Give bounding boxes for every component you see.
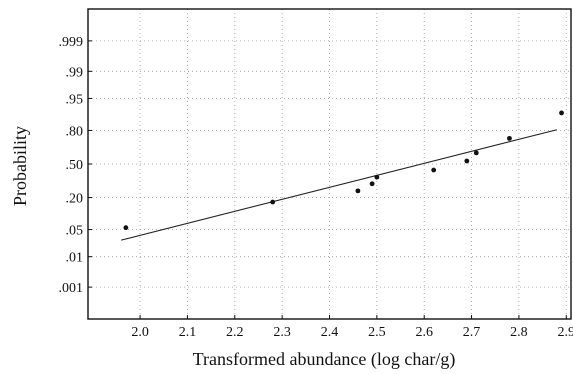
data-point xyxy=(369,181,375,187)
x-tick-label: 2.9 xyxy=(558,325,573,340)
y-tick-label: .05 xyxy=(66,224,84,239)
x-tick-label: 2.7 xyxy=(463,325,481,340)
y-axis-ticks: .001 .01 .05 .20 .50 .80 .95 .99 .999 xyxy=(59,35,92,296)
data-point xyxy=(473,150,479,156)
data-point xyxy=(374,174,380,180)
x-tick-label: 2.5 xyxy=(368,325,386,340)
x-axis-title: Transformed abundance (log char/g) xyxy=(193,349,456,370)
x-tick-label: 2.1 xyxy=(179,325,197,340)
y-tick-label: .80 xyxy=(66,124,84,139)
regression-line-group xyxy=(121,129,557,241)
data-point xyxy=(507,135,512,141)
y-axis-title: Probability xyxy=(10,126,30,206)
regression-line xyxy=(121,129,557,241)
data-point xyxy=(431,167,437,173)
x-tick-label: 2.3 xyxy=(273,325,291,340)
x-tick-label: 2.0 xyxy=(131,325,149,340)
x-axis-ticks: 2.0 2.1 2.2 2.3 2.4 2.5 2.6 2.7 2.8 2.9 xyxy=(131,315,573,340)
x-tick-label: 2.8 xyxy=(510,325,528,340)
y-tick-label: .20 xyxy=(66,192,84,207)
y-tick-label: .50 xyxy=(66,158,84,173)
y-tick-label: .001 xyxy=(59,281,84,296)
x-tick-label: 2.2 xyxy=(226,325,244,340)
grid xyxy=(88,9,571,319)
data-point xyxy=(270,199,276,205)
data-point xyxy=(464,158,470,164)
data-points xyxy=(123,110,564,231)
x-tick-label: 2.6 xyxy=(415,325,433,340)
data-point xyxy=(355,188,361,194)
y-tick-label: .01 xyxy=(66,251,84,266)
x-tick-label: 2.4 xyxy=(321,325,339,340)
data-point xyxy=(559,110,564,116)
y-tick-label: .95 xyxy=(66,92,84,107)
data-point xyxy=(123,225,129,231)
y-tick-label: .999 xyxy=(59,35,84,50)
y-tick-label: .99 xyxy=(66,65,84,80)
